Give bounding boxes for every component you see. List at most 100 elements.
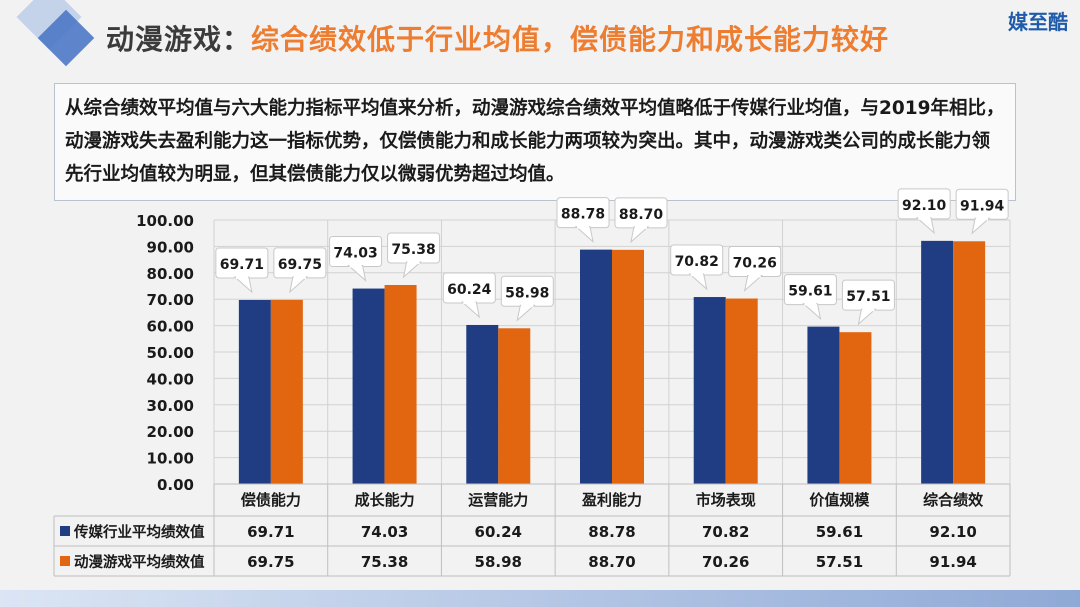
y-tick-label: 40.00 [147, 370, 194, 388]
callout-mask [577, 225, 589, 229]
y-tick-label: 90.00 [147, 238, 194, 256]
table-cell-value: 74.03 [361, 523, 408, 541]
bar [384, 284, 417, 484]
bar [921, 240, 954, 484]
bar [839, 332, 872, 484]
callout-mask [976, 217, 989, 221]
footer-band [0, 590, 1080, 607]
data-label: 92.10 [902, 198, 947, 214]
y-tick-label: 0.00 [157, 476, 194, 494]
table-cell-value: 57.51 [816, 553, 863, 571]
callout-pointer [915, 217, 935, 235]
description-box: 从综合绩效平均值与六大能力指标平均值来分析，动漫游戏综合绩效平均值略低于传媒行业… [54, 83, 1016, 201]
callout-pointer [857, 308, 877, 326]
table-cell-value: 69.75 [247, 553, 294, 571]
callout-mask [407, 260, 420, 264]
table-cell-value: 70.82 [702, 523, 749, 541]
table-cell-value: 75.38 [361, 553, 408, 571]
bar [270, 299, 303, 484]
data-label: 57.51 [846, 289, 890, 305]
callout-mask [690, 273, 703, 277]
y-tick-label: 30.00 [147, 397, 194, 415]
callout-mask [349, 264, 362, 268]
data-label: 88.78 [561, 207, 605, 223]
callout-pointer [802, 303, 822, 320]
bar [612, 249, 644, 484]
table-cell-value: 92.10 [929, 523, 976, 541]
data-label: 70.82 [675, 254, 719, 270]
data-label-callout: 88.70 [614, 197, 668, 244]
data-label-callout: 70.26 [728, 246, 782, 292]
data-label-callout: 69.75 [273, 247, 327, 294]
data-label-callout: 69.71 [215, 247, 269, 294]
legend-swatch [60, 526, 70, 536]
y-tick-label: 10.00 [147, 450, 194, 468]
table-cell-value: 88.78 [588, 523, 635, 541]
table-cell-value: 69.71 [247, 523, 294, 541]
callout-pointer [289, 276, 309, 294]
data-label-callout: 60.24 [442, 272, 496, 319]
bar [466, 324, 499, 484]
data-label-callout: 91.94 [955, 188, 1009, 235]
callout-pointer [743, 275, 764, 292]
data-label-callout: 75.38 [387, 232, 441, 279]
table-cell-value: 59.61 [816, 523, 863, 541]
bar [953, 241, 986, 484]
bar [725, 298, 758, 484]
callout-pointer [233, 276, 253, 294]
bar [580, 249, 612, 484]
callout-mask [804, 302, 817, 306]
callout-mask [521, 304, 534, 308]
table-cell-value: 70.26 [702, 553, 749, 571]
bar [238, 299, 271, 484]
callout-mask [235, 275, 248, 279]
data-label: 70.26 [733, 256, 777, 272]
bar [807, 326, 840, 484]
data-label-callout: 88.78 [556, 197, 610, 243]
legend-series-name: 动漫游戏平均绩效值 [74, 553, 205, 571]
y-tick-label: 20.00 [147, 423, 194, 441]
y-tick-label: 70.00 [147, 291, 194, 309]
data-label: 59.61 [788, 284, 832, 300]
data-label: 58.98 [505, 285, 549, 301]
callout-pointer [516, 304, 536, 322]
title-topic: 动漫游戏： [106, 23, 252, 56]
x-category-label: 偿债能力 [241, 491, 301, 509]
data-label-callout: 92.10 [897, 188, 951, 235]
callout-mask [463, 300, 476, 304]
callout-pointer [630, 226, 650, 244]
table-cell-value: 60.24 [475, 523, 522, 541]
x-category-label: 综合绩效 [923, 491, 984, 509]
callout-pointer [688, 273, 708, 291]
x-category-label: 成长能力 [355, 491, 415, 509]
y-tick-label: 50.00 [147, 344, 194, 362]
page-title: 动漫游戏：综合绩效低于行业均值，偿债能力和成长能力较好 [106, 18, 889, 58]
callout-pointer [574, 226, 594, 243]
legend-swatch [60, 556, 70, 566]
y-tick-label: 60.00 [147, 318, 194, 336]
table-cell-value: 88.70 [588, 553, 635, 571]
data-label-callout: 70.82 [670, 244, 724, 291]
x-category-label: 运营能力 [468, 491, 528, 509]
data-label: 69.71 [220, 257, 264, 273]
x-category-label: 价值规模 [809, 491, 870, 509]
data-label: 91.94 [960, 198, 1005, 214]
data-label: 60.24 [447, 282, 492, 298]
callout-mask [635, 225, 647, 229]
bar [693, 297, 726, 484]
data-label: 69.75 [278, 257, 322, 273]
data-label: 75.38 [391, 242, 435, 258]
bar [498, 328, 531, 484]
data-label: 74.03 [333, 246, 377, 262]
callout-pointer [402, 261, 422, 279]
table-cell-value: 58.98 [475, 553, 522, 571]
y-tick-label: 80.00 [147, 265, 194, 283]
brand-logo: 媒至酷 [1008, 10, 1068, 34]
x-category-label: 盈利能力 [581, 491, 642, 509]
callout-mask [862, 308, 875, 312]
callout-pointer [460, 301, 481, 319]
y-tick-label: 100.00 [136, 212, 194, 230]
data-label-callout: 58.98 [500, 275, 554, 322]
callout-pointer [971, 217, 991, 235]
